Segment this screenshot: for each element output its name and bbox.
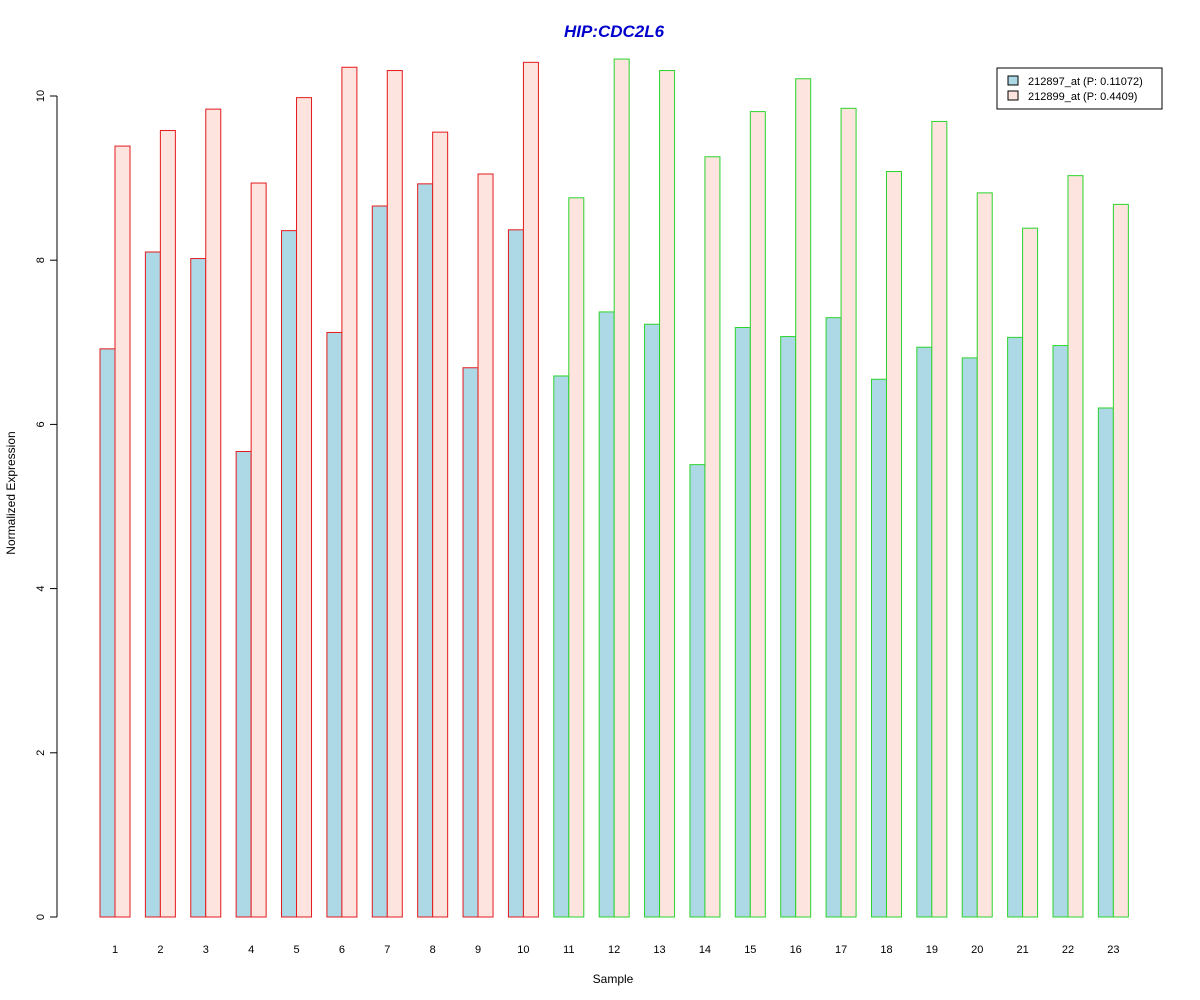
bar-series2-sample-16	[795, 78, 812, 918]
bar-series2-sample-9	[477, 173, 494, 918]
legend: 212897_at (P: 0.11072) 212899_at (P: 0.44…	[996, 67, 1163, 110]
x-tick-label: 3	[203, 944, 209, 956]
bar-series2-sample-13	[659, 70, 676, 918]
x-tick-label: 4	[248, 944, 254, 956]
bar-series2-sample-14	[704, 156, 721, 918]
bar-series1-sample-7	[371, 205, 388, 918]
x-tick-label: 10	[517, 944, 529, 956]
x-tick-label: 9	[475, 944, 481, 956]
x-tick-label: 6	[339, 944, 345, 956]
bar-series2-sample-12	[613, 58, 630, 918]
bar-series2-sample-8	[432, 131, 449, 918]
bar-series1-sample-12	[598, 311, 615, 918]
bar-series1-sample-2	[144, 251, 161, 918]
bar-series2-sample-20	[976, 192, 993, 918]
x-tick-label: 21	[1016, 944, 1028, 956]
bar-series1-sample-19	[916, 346, 933, 918]
x-tick-label: 18	[880, 944, 892, 956]
bar-series2-sample-4	[250, 182, 267, 918]
legend-entry: 212899_at (P: 0.4409)	[1028, 91, 1137, 103]
y-tick-label: 0	[35, 914, 47, 920]
x-tick-label: 14	[699, 944, 711, 956]
bar-series2-sample-1	[114, 145, 131, 918]
bar-series1-sample-4	[235, 450, 252, 918]
bar-series2-sample-10	[522, 61, 539, 918]
x-tick-label: 16	[790, 944, 802, 956]
legend-swatch	[1007, 75, 1019, 86]
bar-series1-sample-10	[507, 229, 524, 918]
y-tick-label: 10	[35, 90, 47, 102]
bar-series2-sample-6	[341, 66, 358, 918]
bar-series2-sample-22	[1067, 175, 1084, 918]
bar-series2-sample-2	[159, 129, 176, 918]
bar-series1-sample-5	[281, 230, 298, 918]
x-tick-label: 22	[1062, 944, 1074, 956]
x-tick-label: 11	[563, 944, 574, 956]
bar-series2-sample-7	[386, 70, 403, 918]
bar-series2-sample-3	[205, 108, 222, 918]
x-tick-label: 2	[157, 944, 163, 956]
x-tick-label: 5	[293, 944, 299, 956]
bar-series1-sample-17	[825, 317, 842, 918]
legend-box	[996, 67, 1163, 110]
bar-series1-sample-3	[190, 258, 207, 918]
bar-series1-sample-6	[326, 331, 343, 918]
bar-series1-sample-1	[99, 348, 116, 918]
bar-series1-sample-9	[462, 367, 479, 918]
y-axis: 0 2 4 6 8 10	[35, 90, 58, 920]
chart-title: HIP:CDC2L6	[564, 22, 665, 41]
bar-series2-sample-18	[885, 171, 902, 918]
x-tick-label: 15	[744, 944, 756, 956]
bar-series2-sample-19	[931, 120, 948, 918]
bar-series1-sample-23	[1097, 407, 1114, 918]
x-tick-label: 7	[384, 944, 390, 956]
bar-series2-sample-21	[1022, 227, 1039, 918]
x-axis-tick-labels: 1 2 3 4 5 6 7 8 9 10 11 12 13 14 15 16 17 18 19 20 21 22 23	[112, 944, 1120, 956]
bar-series2-sample-23	[1112, 203, 1129, 918]
bar-series1-sample-14	[689, 464, 706, 918]
bar-series2-sample-15	[749, 111, 766, 918]
bar-series1-sample-21	[1007, 336, 1024, 918]
x-tick-label: 1	[112, 944, 118, 956]
legend-entry: 212897_at (P: 0.11072)	[1028, 76, 1143, 88]
x-tick-label: 8	[430, 944, 436, 956]
bar-series1-sample-16	[780, 336, 797, 918]
y-axis-label: Normalized Expression	[4, 431, 18, 554]
bar-series2-sample-11	[568, 197, 585, 918]
y-tick-label: 8	[35, 257, 47, 263]
bar-series1-sample-22	[1052, 345, 1069, 918]
y-tick-label: 4	[35, 586, 47, 592]
legend-swatch	[1007, 90, 1019, 101]
x-tick-label: 19	[926, 944, 938, 956]
x-axis-label: Sample	[593, 972, 634, 986]
bar-series1-sample-8	[417, 183, 434, 918]
y-tick-label: 2	[35, 750, 47, 756]
bars	[99, 58, 1129, 918]
bar-series1-sample-11	[553, 375, 570, 918]
x-tick-label: 17	[835, 944, 847, 956]
bar-series2-sample-17	[840, 107, 857, 918]
x-tick-label: 13	[653, 944, 665, 956]
bar-series1-sample-18	[870, 378, 887, 918]
bar-series1-sample-13	[644, 323, 661, 918]
x-tick-label: 23	[1107, 944, 1119, 956]
x-tick-label: 12	[608, 944, 620, 956]
y-tick-label: 6	[35, 421, 47, 427]
bar-series1-sample-15	[734, 327, 751, 918]
bar-series1-sample-20	[961, 357, 978, 918]
bar-series2-sample-5	[296, 97, 313, 918]
x-tick-label: 20	[971, 944, 983, 956]
